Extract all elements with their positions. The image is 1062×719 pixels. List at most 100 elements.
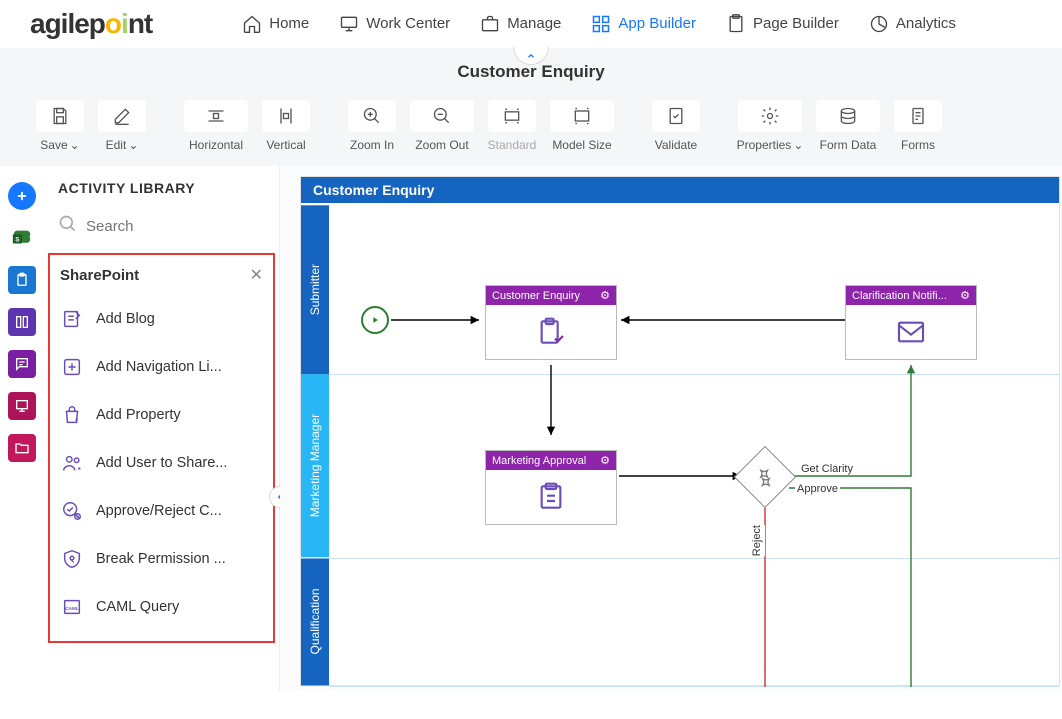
logo: agilepoint: [30, 8, 152, 40]
rail-present[interactable]: [8, 392, 36, 420]
gear-icon: [738, 100, 802, 132]
zoom-out-button[interactable]: Zoom Out: [406, 94, 478, 158]
model-size-icon: [550, 100, 614, 132]
users-icon: [60, 451, 84, 475]
nav-label: Page Builder: [753, 15, 839, 32]
chevron-down-icon: ⌄: [70, 138, 80, 152]
nav-page-builder[interactable]: Page Builder: [726, 14, 839, 34]
nav-items: Home Work Center Manage App Builder Page…: [242, 14, 956, 34]
forms-icon: [894, 100, 942, 132]
panel-title: ACTIVITY LIBRARY: [44, 180, 279, 208]
workflow-canvas[interactable]: Customer Enquiry Submitter Marketing Man…: [300, 176, 1060, 686]
database-icon: [816, 100, 880, 132]
activity-add-user[interactable]: Add User to Share...: [56, 439, 267, 487]
svg-text:S: S: [15, 237, 20, 244]
model-size-button[interactable]: Model Size: [546, 94, 618, 158]
blog-icon: [60, 307, 84, 331]
title-toolbar-area: Customer Enquiry Save⌄ Edit⌄ Horizontal …: [0, 48, 1062, 166]
approve-icon: [60, 499, 84, 523]
canvas-title: Customer Enquiry: [301, 177, 1059, 203]
edge-label-get-clarity: Get Clarity: [799, 463, 855, 475]
nav-analytics[interactable]: Analytics: [869, 14, 956, 34]
activity-break-permission[interactable]: Break Permission ...: [56, 535, 267, 583]
task-customer-enquiry[interactable]: Customer Enquiry⚙: [485, 285, 617, 360]
shield-icon: [60, 547, 84, 571]
side-rail: S: [0, 166, 44, 691]
nav-icon: [60, 355, 84, 379]
monitor-icon: [339, 14, 359, 34]
nav-label: Manage: [507, 15, 561, 32]
rail-clipboard[interactable]: [8, 266, 36, 294]
edit-icon: [98, 100, 146, 132]
activity-approve-reject[interactable]: Approve/Reject C...: [56, 487, 267, 535]
standard-icon: [488, 100, 536, 132]
nav-work-center[interactable]: Work Center: [339, 14, 450, 34]
search-input[interactable]: [86, 218, 265, 235]
rail-columns[interactable]: [8, 308, 36, 336]
start-node[interactable]: [361, 306, 389, 334]
page-icon: [726, 14, 746, 34]
validate-button[interactable]: Validate: [648, 94, 704, 158]
caml-icon: CAML: [60, 595, 84, 619]
lane-marketing: Marketing Manager: [301, 374, 329, 557]
gear-icon[interactable]: ⚙: [600, 454, 610, 467]
save-button[interactable]: Save⌄: [32, 94, 88, 158]
activity-panel: ACTIVITY LIBRARY SharePoint ✕ Add Blog A…: [44, 166, 280, 691]
top-nav: agilepoint Home Work Center Manage App B…: [0, 0, 1062, 48]
pie-icon: [869, 14, 889, 34]
nav-label: Analytics: [896, 15, 956, 32]
gear-icon[interactable]: ⚙: [600, 289, 610, 302]
lane-qualification: Qualification: [301, 558, 329, 685]
forms-button[interactable]: Forms: [890, 94, 946, 158]
activity-add-property[interactable]: Add Property: [56, 391, 267, 439]
home-icon: [242, 14, 262, 34]
standard-button[interactable]: Standard: [484, 94, 540, 158]
svg-text:CAML: CAML: [65, 606, 78, 611]
activity-caml-query[interactable]: CAML CAML Query: [56, 583, 267, 631]
edge-label-reject: Reject: [749, 525, 765, 556]
task-clarification[interactable]: Clarification Notifi...⚙: [845, 285, 977, 360]
vertical-icon: [262, 100, 310, 132]
nav-app-builder[interactable]: App Builder: [591, 14, 696, 34]
properties-button[interactable]: Properties⌄: [734, 94, 806, 158]
close-icon[interactable]: ✕: [250, 265, 263, 285]
bag-icon: [60, 403, 84, 427]
nav-manage[interactable]: Manage: [480, 14, 561, 34]
lane-submitter: Submitter: [301, 205, 329, 374]
zoom-in-button[interactable]: Zoom In: [344, 94, 400, 158]
rail-chat[interactable]: [8, 350, 36, 378]
chevron-down-icon: ⌄: [128, 138, 138, 152]
form-data-button[interactable]: Form Data: [812, 94, 884, 158]
nav-label: Home: [269, 15, 309, 32]
task-marketing-approval[interactable]: Marketing Approval⚙: [485, 450, 617, 525]
edge-label-approve: Approve: [795, 483, 840, 495]
vertical-button[interactable]: Vertical: [258, 94, 314, 158]
search-box[interactable]: [44, 208, 279, 253]
activity-add-nav[interactable]: Add Navigation Li...: [56, 343, 267, 391]
canvas-wrap: Customer Enquiry Submitter Marketing Man…: [280, 166, 1062, 691]
chevron-down-icon: ⌄: [793, 138, 803, 152]
main-area: S ACTIVITY LIBRARY SharePoint ✕ Add Blog: [0, 166, 1062, 691]
briefcase-icon: [480, 14, 500, 34]
nav-label: App Builder: [618, 15, 696, 32]
rail-sharepoint[interactable]: S: [8, 224, 36, 252]
nav-home[interactable]: Home: [242, 14, 309, 34]
toolbar: Save⌄ Edit⌄ Horizontal Vertical Zoom In: [0, 88, 1062, 166]
grid-icon: [591, 14, 611, 34]
lanes-area: Customer Enquiry⚙ Clarification Notifi..…: [329, 205, 1059, 685]
zoom-out-icon: [410, 100, 474, 132]
horizontal-button[interactable]: Horizontal: [180, 94, 252, 158]
gear-icon[interactable]: ⚙: [960, 289, 970, 302]
search-icon: [58, 214, 78, 239]
rail-add[interactable]: [8, 182, 36, 210]
rail-folder[interactable]: [8, 434, 36, 462]
edit-button[interactable]: Edit⌄: [94, 94, 150, 158]
validate-icon: [652, 100, 700, 132]
save-icon: [36, 100, 84, 132]
section-name: SharePoint: [60, 267, 139, 284]
activity-list: Add Blog Add Navigation Li... Add Proper…: [56, 295, 267, 631]
nav-label: Work Center: [366, 15, 450, 32]
swimlanes: Submitter Marketing Manager Qualificatio…: [301, 205, 329, 685]
sharepoint-section: SharePoint ✕ Add Blog Add Navigation Li.…: [48, 253, 275, 643]
activity-add-blog[interactable]: Add Blog: [56, 295, 267, 343]
